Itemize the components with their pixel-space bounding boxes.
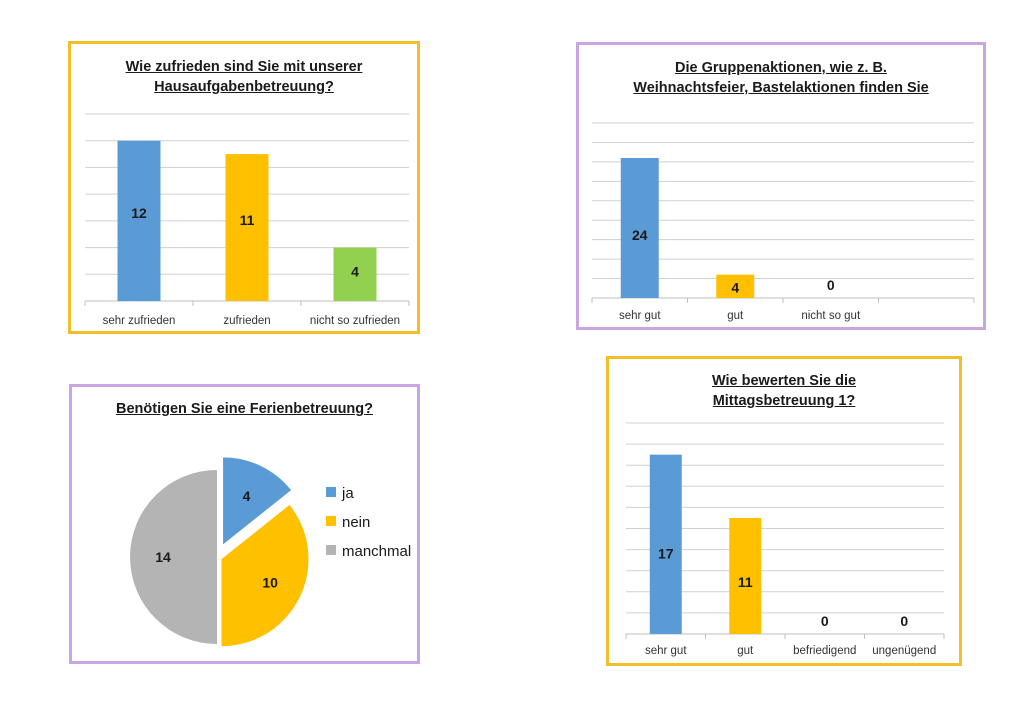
chart-title: Wie zufrieden sind Sie mit unserer Hausa…	[71, 57, 417, 97]
bar	[716, 274, 755, 298]
x-tick-label: sehr zufrieden	[103, 315, 176, 327]
pie-slice	[223, 457, 292, 545]
x-tick-label: gut	[737, 645, 754, 657]
chart-title-line-2: Mittagsbetreuung 1?	[712, 393, 856, 409]
bar	[333, 247, 377, 301]
chart-title-line-1: Benötigen Sie eine Ferienbetreuung?	[115, 401, 373, 417]
chart-title-line-2: Weihnachtsfeier, Bastelaktionen finden S…	[633, 80, 929, 96]
x-tick-label: gut	[727, 310, 744, 322]
bar	[729, 517, 762, 634]
data-label: 0	[900, 613, 908, 629]
chart-title-line-1: Die Gruppenaktionen, wie z. B.	[675, 60, 887, 76]
chart-panel-homework: Wie zufrieden sind Sie mit unserer Hausa…	[68, 41, 420, 334]
bar-chart-group-activities: 24 sehr gut 4 gut 0 nicht so gut	[591, 122, 975, 322]
legend-label: ja	[341, 485, 354, 502]
data-label: 4	[731, 280, 739, 296]
x-tick-label: zufrieden	[223, 315, 270, 327]
x-tick-label: nicht so zufrieden	[310, 315, 400, 327]
data-label: 4	[351, 264, 359, 280]
x-tick-label: sehr gut	[645, 645, 687, 657]
x-tick-label: sehr gut	[619, 310, 661, 322]
data-label: 11	[240, 212, 255, 228]
data-label: 10	[262, 575, 278, 591]
data-label: 11	[738, 574, 753, 590]
legend-swatch	[326, 545, 336, 555]
legend-swatch	[326, 516, 336, 526]
data-label: 12	[131, 205, 147, 221]
chart-title-line-1: Wie bewerten Sie die	[711, 373, 857, 389]
legend-label: nein	[342, 514, 370, 531]
bar-chart-lunch-care: 17 sehr gut 11 gut 0 befriedigend 0 ungenügend	[625, 422, 945, 657]
chart-panel-holiday-care: Benötigen Sie eine Ferienbetreuung? 4 10 1…	[69, 384, 420, 664]
bar	[225, 154, 269, 301]
data-label: 4	[243, 488, 251, 504]
pie-slice	[130, 470, 217, 644]
x-tick-label: befriedigend	[793, 645, 856, 657]
legend-label: manchmal	[342, 543, 411, 560]
chart-panel-group-activities: Die Gruppenaktionen, wie z. B. Weihnacht…	[576, 42, 986, 330]
pie-chart-holiday-care: 4 10 14 ja nein manchmal	[130, 457, 411, 647]
bar	[117, 140, 161, 301]
chart-title: Wie bewerten Sie die Mittagsbetreuung 1?	[609, 371, 959, 411]
chart-panel-lunch-care: Wie bewerten Sie die Mittagsbetreuung 1?…	[606, 356, 962, 666]
bar	[649, 454, 682, 634]
chart-title: Benötigen Sie eine Ferienbetreuung?	[72, 399, 417, 419]
data-label: 0	[821, 613, 829, 629]
pie-slice	[221, 504, 309, 647]
chart-title-line-1: Wie zufrieden sind Sie mit unserer	[125, 59, 363, 75]
data-label: 24	[632, 227, 648, 243]
x-tick-label: ungenügend	[872, 645, 936, 657]
chart-title-line-2: Hausaufgabenbetreuung?	[154, 79, 334, 95]
data-label: 17	[658, 545, 674, 561]
bar	[620, 158, 659, 298]
x-tick-label: nicht so gut	[801, 310, 861, 322]
chart-title: Die Gruppenaktionen, wie z. B. Weihnacht…	[579, 58, 983, 98]
data-label: 14	[155, 549, 171, 565]
bar-chart-homework: 12 sehr zufrieden 11 zufrieden 4 nicht so zuf…	[84, 113, 410, 327]
legend-swatch	[326, 487, 336, 497]
data-label: 0	[827, 277, 835, 293]
